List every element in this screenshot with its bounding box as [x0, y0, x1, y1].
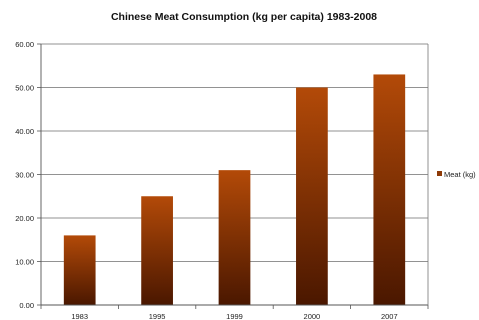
- x-tick-label: 1995: [149, 312, 166, 320]
- bar-1995: [141, 196, 173, 305]
- chart-title: Chinese Meat Consumption (kg per capita)…: [111, 11, 377, 23]
- bars: [63, 74, 406, 305]
- bar-2000: [296, 87, 328, 305]
- y-tick-label: 30.00: [15, 170, 34, 179]
- y-tick-label: 10.00: [15, 257, 34, 266]
- x-tick-label: 1983: [71, 312, 88, 320]
- x-tick-label: 2007: [381, 312, 398, 320]
- legend: Meat (kg): [437, 170, 476, 179]
- y-tick-label: 40.00: [15, 127, 34, 136]
- x-axis-ticks: 1983 1995 1999 2000 2007: [40, 305, 429, 320]
- bar-1999: [218, 170, 251, 305]
- x-tick-label: 1999: [226, 312, 243, 320]
- bar-2007: [373, 74, 406, 305]
- y-tick-label: 0.00: [19, 301, 34, 310]
- y-tick-label: 20.00: [15, 214, 34, 223]
- bar-1983: [63, 235, 96, 305]
- y-tick-label: 60.00: [15, 40, 34, 49]
- legend-label: Meat (kg): [444, 170, 476, 179]
- y-tick-label: 50.00: [15, 83, 34, 92]
- x-tick-label: 2000: [304, 312, 321, 320]
- y-axis-ticks: 0.00 10.00 20.00 30.00 40.00 50.00 60.00: [15, 40, 41, 310]
- legend-swatch: [437, 171, 442, 176]
